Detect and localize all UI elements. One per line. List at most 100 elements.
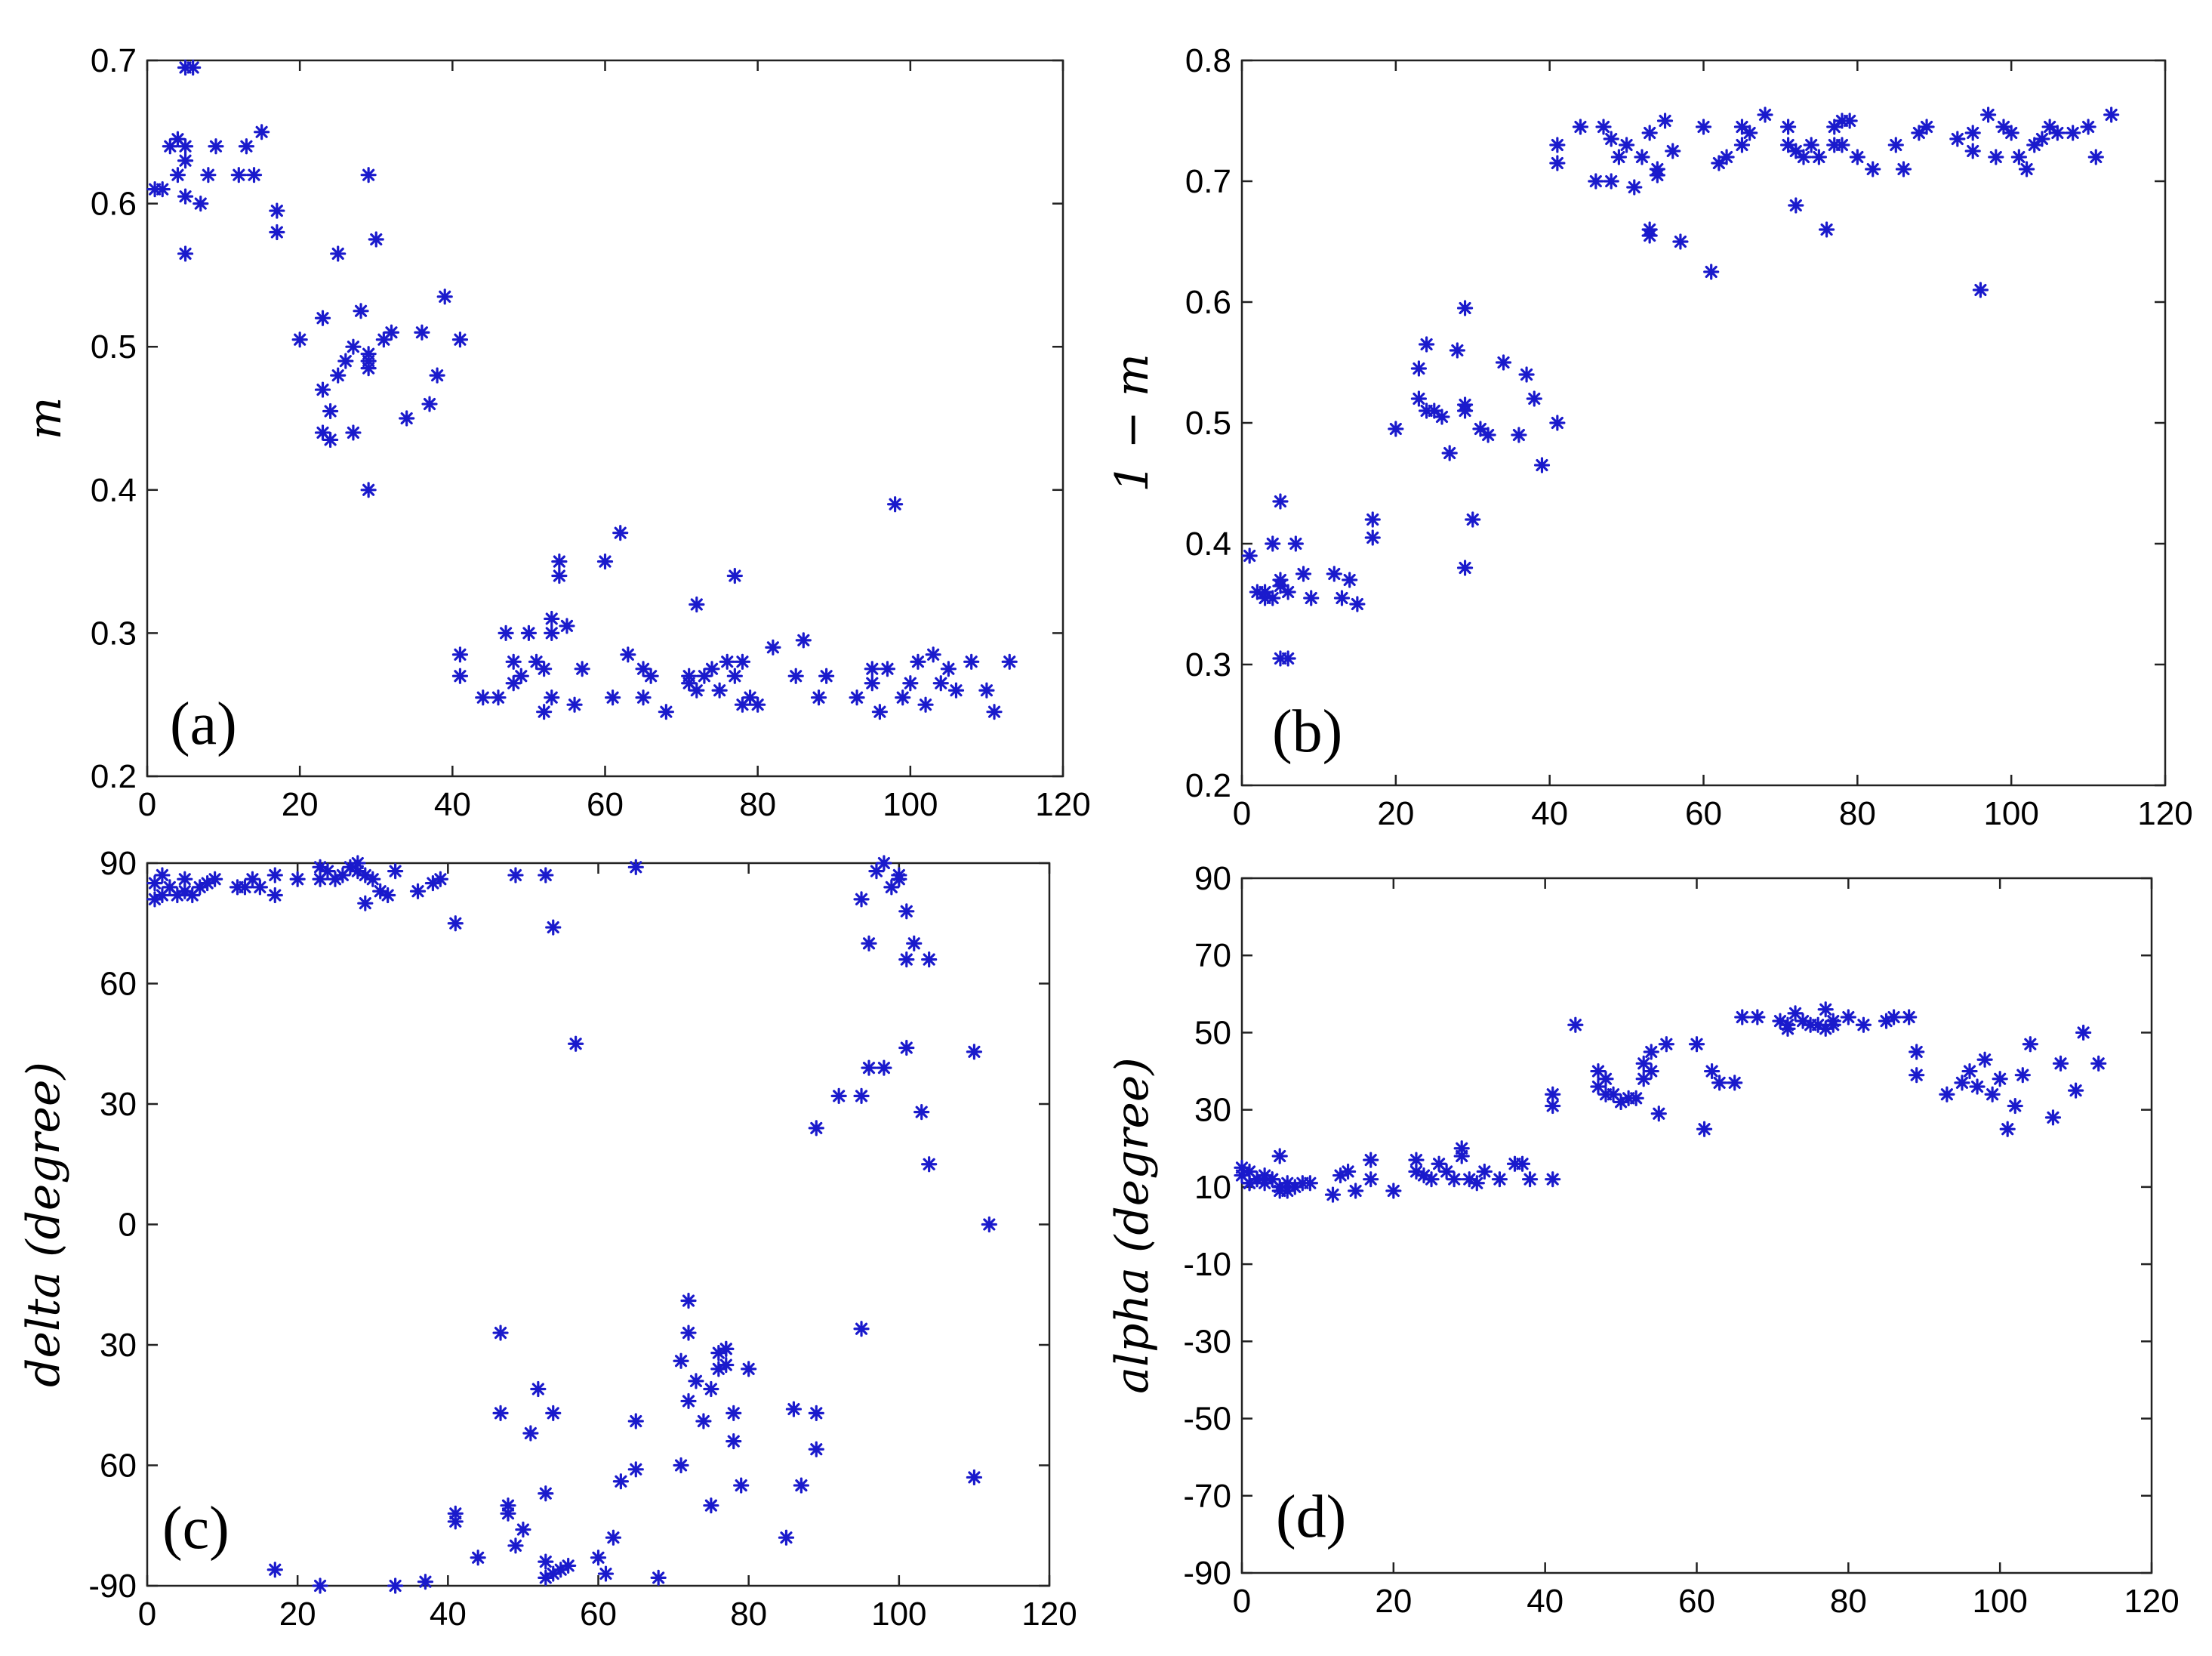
data-point bbox=[1788, 143, 1804, 159]
data-point bbox=[1734, 1009, 1751, 1025]
data-point bbox=[1618, 137, 1635, 153]
data-point bbox=[536, 661, 553, 677]
data-point bbox=[1703, 1062, 1721, 1080]
x-tick-label: 120 bbox=[1035, 786, 1090, 823]
data-point bbox=[1672, 233, 1689, 250]
y-tick-label: 0.2 bbox=[91, 758, 137, 795]
x-tick-label: 100 bbox=[883, 786, 938, 823]
y-tick-label: 0.2 bbox=[1185, 767, 1231, 804]
data-point bbox=[689, 596, 705, 613]
data-point bbox=[1363, 1152, 1379, 1168]
data-point bbox=[169, 167, 186, 183]
data-point bbox=[1272, 493, 1289, 510]
data-point bbox=[853, 1087, 870, 1104]
data-point bbox=[627, 1413, 644, 1429]
data-point bbox=[921, 951, 938, 968]
y-tick-label: 0.8 bbox=[1185, 42, 1231, 79]
data-point bbox=[266, 887, 283, 904]
data-point bbox=[963, 653, 980, 670]
data-point bbox=[505, 675, 522, 692]
y-tick-label: 0 bbox=[119, 1207, 137, 1244]
x-tick-label: 100 bbox=[1972, 1583, 2027, 1620]
y-tick-label: -90 bbox=[1183, 1555, 1231, 1592]
data-point bbox=[387, 1577, 404, 1594]
y-axis-label: alpha (degree) bbox=[1106, 1057, 1159, 1394]
data-point bbox=[2007, 1097, 2023, 1115]
data-point bbox=[1954, 1075, 1970, 1091]
data-point bbox=[538, 1569, 554, 1586]
data-point bbox=[1949, 131, 1966, 147]
data-point bbox=[1643, 1044, 1659, 1060]
data-point bbox=[719, 653, 735, 670]
data-point bbox=[1964, 125, 1981, 141]
data-point bbox=[1757, 106, 1773, 123]
data-point bbox=[1385, 1183, 1402, 1199]
data-point bbox=[451, 668, 469, 684]
data-point bbox=[498, 624, 514, 642]
data-point bbox=[861, 1059, 877, 1076]
data-point bbox=[1918, 119, 1935, 135]
data-point bbox=[688, 1373, 704, 1389]
data-point bbox=[864, 661, 880, 677]
data-point bbox=[910, 653, 926, 670]
data-point bbox=[795, 632, 812, 649]
data-point bbox=[810, 689, 827, 706]
data-point bbox=[1742, 125, 1758, 141]
data-point bbox=[1456, 560, 1474, 576]
x-tick-label: 60 bbox=[1678, 1583, 1715, 1620]
data-point bbox=[871, 704, 889, 720]
data-point bbox=[1834, 137, 1850, 153]
data-point bbox=[1658, 1036, 1674, 1053]
data-point bbox=[703, 1380, 719, 1398]
data-point bbox=[925, 646, 941, 663]
y-tick-label: 0.5 bbox=[1185, 405, 1231, 442]
x-tick-label: 20 bbox=[1377, 795, 1414, 832]
data-point bbox=[447, 1513, 464, 1530]
data-point bbox=[360, 482, 377, 498]
data-point bbox=[1572, 119, 1589, 135]
data-point bbox=[254, 124, 270, 140]
data-point bbox=[1526, 390, 1542, 407]
data-point bbox=[1302, 1175, 1318, 1192]
y-tick-label: 30 bbox=[100, 1086, 137, 1123]
data-point bbox=[360, 346, 377, 362]
data-point bbox=[1961, 1062, 1978, 1080]
x-tick-label: 0 bbox=[138, 1596, 156, 1633]
data-point bbox=[1545, 1097, 1561, 1115]
data-point bbox=[1480, 427, 1496, 443]
data-point bbox=[1256, 590, 1274, 606]
data-point bbox=[680, 1392, 697, 1410]
data-point bbox=[544, 610, 560, 628]
data-point bbox=[864, 675, 880, 692]
data-point bbox=[1333, 590, 1351, 606]
data-point bbox=[429, 367, 445, 384]
data-point bbox=[1865, 161, 1881, 177]
data-point bbox=[1271, 1183, 1288, 1199]
panel-c: 0 20 40 60 80 100 120 -90 60 30 0 30 60 90 delta (degr… bbox=[17, 845, 1077, 1633]
data-point bbox=[177, 871, 193, 887]
data-point bbox=[2052, 1055, 2069, 1072]
data-point bbox=[1495, 354, 1512, 371]
data-point bbox=[1825, 1016, 1841, 1033]
data-point bbox=[1264, 1171, 1280, 1188]
y-axis-label: delta (degree) bbox=[17, 1062, 70, 1387]
data-point bbox=[365, 871, 381, 887]
data-point bbox=[1703, 264, 1720, 280]
data-point bbox=[1999, 1121, 2016, 1137]
data-point bbox=[906, 935, 923, 951]
data-point bbox=[1279, 1175, 1295, 1192]
data-point bbox=[345, 424, 362, 441]
data-point bbox=[1976, 1051, 1993, 1068]
data-point bbox=[1511, 427, 1527, 443]
data-point bbox=[1514, 1155, 1531, 1172]
data-point bbox=[620, 646, 636, 663]
y-tick-label: 0.3 bbox=[1185, 646, 1231, 683]
data-point bbox=[1364, 511, 1381, 528]
data-point bbox=[330, 367, 347, 384]
data-point bbox=[750, 696, 766, 713]
data-point bbox=[793, 1477, 809, 1494]
data-point bbox=[1665, 143, 1681, 159]
x-tick-label: 40 bbox=[430, 1596, 467, 1633]
data-point bbox=[861, 935, 877, 951]
data-point bbox=[436, 288, 453, 305]
